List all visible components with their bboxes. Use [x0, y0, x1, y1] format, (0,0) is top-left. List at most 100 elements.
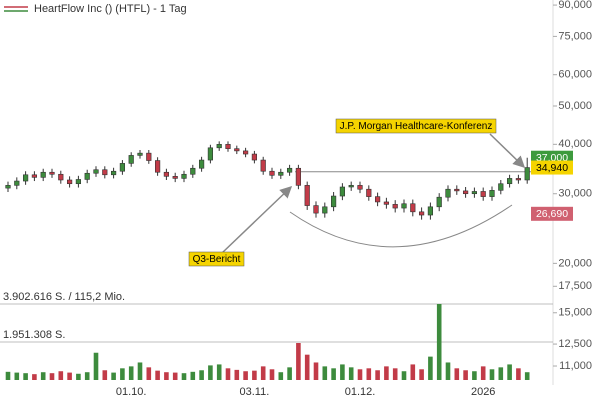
volume-bar — [313, 362, 319, 380]
candle-body — [374, 196, 381, 203]
candle-body — [111, 170, 117, 176]
price-marker — [531, 160, 573, 175]
candle-body — [366, 188, 372, 197]
candle-body — [146, 152, 152, 161]
candle-body — [243, 150, 249, 155]
candle-body — [225, 144, 231, 149]
y-tick-label: 17,500 — [558, 280, 592, 292]
volume-tick-label: 1.951.308 S. — [3, 329, 65, 341]
volume-bar — [507, 364, 512, 380]
volume-bar — [102, 370, 108, 380]
volume-bar — [480, 366, 486, 380]
volume-bar — [436, 304, 442, 380]
candle-body — [102, 169, 108, 176]
candle-body — [418, 211, 425, 216]
volume-bar — [260, 366, 266, 380]
candle-body — [313, 205, 319, 214]
candle-body — [515, 178, 521, 181]
volume-bar — [278, 372, 284, 380]
candle-body — [304, 185, 310, 206]
candle-body — [84, 172, 90, 180]
volume-bar — [32, 374, 37, 380]
annotation-box — [335, 118, 497, 134]
volume-bar — [146, 367, 152, 380]
volume-bar — [14, 372, 20, 380]
candle-body — [260, 159, 266, 172]
candle-body — [498, 183, 504, 191]
volume-bar — [366, 368, 372, 380]
candle-body — [436, 196, 442, 208]
y-tick-label: 20,000 — [558, 257, 592, 269]
candle-body — [480, 191, 486, 197]
volume-bar — [84, 372, 90, 380]
volume-bar — [489, 369, 495, 380]
volume-bar — [40, 372, 46, 380]
x-tick-label: 01.10. — [116, 386, 147, 398]
candle-body — [93, 169, 99, 174]
candle-body — [137, 152, 143, 156]
candle-body — [207, 147, 214, 161]
candle-body — [234, 148, 240, 152]
candle-body — [489, 190, 495, 197]
candle-body — [216, 144, 222, 149]
volume-bar — [463, 370, 468, 380]
candle-body — [75, 179, 81, 185]
candle-body — [295, 167, 302, 186]
candle-body — [410, 203, 416, 213]
volume-bar — [128, 366, 134, 380]
volume-bar — [410, 364, 416, 380]
y-tick-label: 75,000 — [558, 30, 592, 42]
volume-bar — [340, 364, 345, 380]
volume-bar — [357, 369, 363, 380]
candle-body — [172, 176, 178, 179]
volume-bar — [76, 373, 81, 380]
volume-bar — [93, 352, 99, 380]
volume-bar — [401, 371, 407, 380]
volume-bar — [216, 364, 222, 380]
volume-bar — [269, 369, 275, 380]
candle-body — [251, 153, 258, 161]
volume-bar — [322, 366, 328, 380]
volume-bar — [181, 373, 187, 380]
candle-body — [322, 206, 328, 214]
candle-body — [163, 171, 170, 177]
x-tick-label: 01.12. — [345, 386, 376, 398]
volume-bar — [49, 373, 55, 380]
candle-body — [190, 167, 196, 175]
candle-body — [155, 160, 161, 173]
volume-bar — [348, 367, 354, 380]
price-marker — [531, 206, 573, 221]
volume-tick-label: 3.902.616 S. / 115,2 Mio. — [3, 291, 125, 303]
volume-bar — [67, 372, 72, 380]
volume-bar — [199, 370, 204, 380]
candle-body — [286, 167, 293, 173]
volume-bar — [498, 367, 504, 380]
chart-title: HeartFlow Inc () (HTFL) - 1 Tag — [34, 3, 187, 15]
candle-body — [401, 203, 407, 209]
volume-bar — [445, 362, 451, 380]
candle-body — [199, 159, 205, 169]
annotation-arrow — [221, 185, 293, 254]
volume-bar — [524, 372, 530, 380]
candle-body — [471, 191, 478, 195]
candle-body — [31, 174, 37, 178]
annotation-arrow — [489, 133, 526, 169]
volume-bar — [111, 372, 116, 380]
candle-body — [67, 179, 73, 185]
volume-bar — [23, 373, 28, 380]
candle-body — [14, 180, 20, 186]
volume-bar — [137, 362, 143, 380]
y-tick-label: 50,000 — [558, 100, 592, 112]
candle-body — [58, 173, 64, 181]
volume-bar — [5, 371, 11, 380]
x-tick-label: 03.11. — [240, 386, 270, 398]
candle-body — [49, 171, 55, 175]
volume-bar — [375, 370, 380, 380]
candle-body — [40, 171, 46, 178]
volume-bar — [225, 368, 231, 380]
y-tick-label: 40,000 — [558, 138, 592, 150]
volume-bar — [164, 372, 169, 380]
volume-bar — [384, 366, 389, 380]
volume-bar — [287, 367, 292, 380]
volume-bar — [516, 368, 521, 380]
